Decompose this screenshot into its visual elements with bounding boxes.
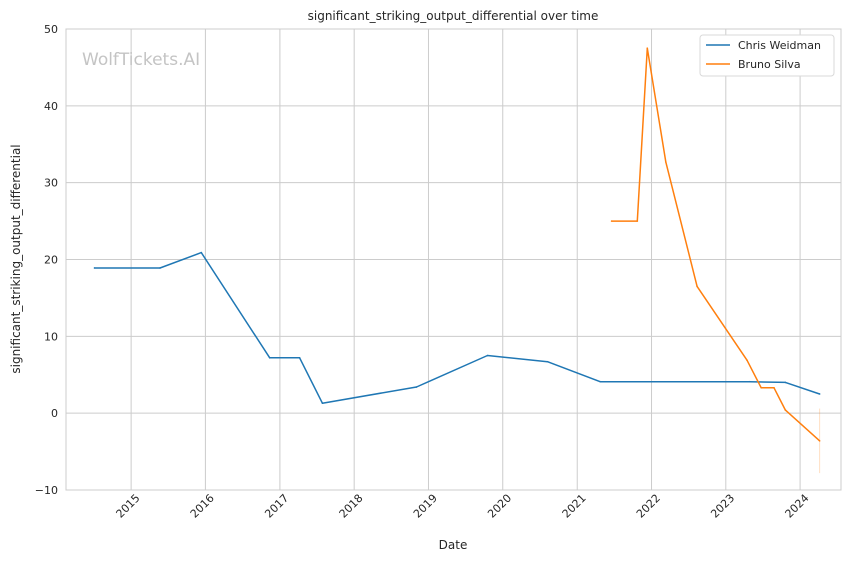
y-tick-label--10: −10 xyxy=(35,484,58,497)
legend-label-bruno-silva: Bruno Silva xyxy=(738,58,801,71)
legend: Chris Weidman Bruno Silva xyxy=(699,34,835,77)
y-tick-label-0: 0 xyxy=(51,407,58,420)
y-tick-label-10: 10 xyxy=(44,330,58,343)
legend-label-chris-weidman: Chris Weidman xyxy=(738,39,821,52)
y-tick-label-40: 40 xyxy=(44,100,58,113)
data-point-chris-weidman-3 xyxy=(268,357,271,359)
data-point-bruno-silva-2 xyxy=(646,47,649,50)
y-tick-label-50: 50 xyxy=(44,23,58,36)
y-axis-title: significant_striking_output_differential xyxy=(9,144,23,373)
series-layer xyxy=(93,47,821,474)
series-line-bruno-silva xyxy=(611,47,821,442)
data-point-chris-weidman-5 xyxy=(321,402,324,404)
data-point-bruno-silva-1 xyxy=(636,220,639,222)
y-tick-label-20: 20 xyxy=(44,254,58,267)
data-point-bruno-silva-4 xyxy=(696,285,698,288)
plot-frame xyxy=(65,28,842,491)
y-tick-labels: −10 0 10 20 30 40 50 xyxy=(35,23,58,497)
data-point-chris-weidman-4 xyxy=(298,357,301,359)
data-point-chris-weidman-0 xyxy=(93,267,96,269)
data-point-chris-weidman-6 xyxy=(415,386,418,388)
x-axis-title: Date xyxy=(439,538,468,552)
data-point-bruno-silva-0 xyxy=(610,220,613,222)
chart-title: significant_striking_output_differential… xyxy=(308,9,599,23)
data-point-chris-weidman-11 xyxy=(784,381,787,384)
data-point-bruno-silva-8 xyxy=(784,409,787,411)
data-point-chris-weidman-9 xyxy=(599,380,602,383)
data-point-bruno-silva-5 xyxy=(746,359,748,361)
y-tick-label-30: 30 xyxy=(44,177,58,190)
watermark: WolfTickets.AI xyxy=(82,50,200,70)
data-point-bruno-silva-9 xyxy=(818,440,821,442)
legend-box xyxy=(699,34,835,77)
data-point-chris-weidman-12 xyxy=(818,393,821,395)
data-point-chris-weidman-2 xyxy=(200,251,203,254)
data-point-chris-weidman-8 xyxy=(546,360,549,363)
data-point-bruno-silva-3 xyxy=(664,161,667,163)
data-point-bruno-silva-6 xyxy=(760,387,763,389)
data-point-chris-weidman-10 xyxy=(749,380,751,383)
data-point-chris-weidman-7 xyxy=(486,354,489,357)
data-point-chris-weidman-1 xyxy=(159,267,161,269)
data-point-bruno-silva-7 xyxy=(773,387,775,389)
